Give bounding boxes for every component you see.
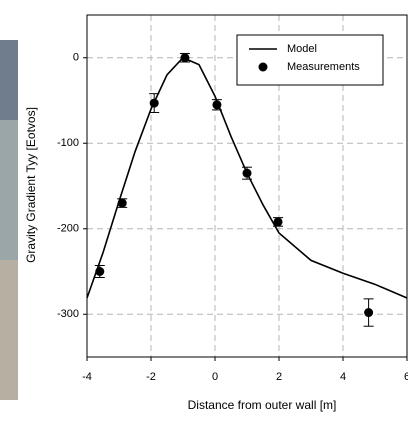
measurement-point bbox=[273, 217, 283, 227]
legend-label: Model bbox=[287, 43, 317, 55]
x-axis-label: Distance from outer wall [m] bbox=[188, 398, 337, 412]
model-line bbox=[86, 56, 408, 299]
x-tick-label: 4 bbox=[340, 371, 346, 383]
background-photo bbox=[0, 260, 18, 400]
measurement-point bbox=[212, 100, 222, 110]
legend-label: Measurements bbox=[287, 61, 360, 73]
measurement-point bbox=[95, 267, 105, 276]
y-tick-label: -200 bbox=[57, 223, 79, 235]
legend-marker bbox=[258, 62, 268, 72]
measurement-point bbox=[242, 168, 252, 178]
x-tick-label: 6 bbox=[404, 371, 408, 383]
y-axis-label: Gravity Gradient Tyy [Eotvos] bbox=[24, 107, 38, 263]
x-tick-label: -2 bbox=[146, 371, 156, 383]
measurement-point bbox=[117, 198, 127, 208]
x-tick-label: -4 bbox=[82, 371, 92, 383]
measurement-point bbox=[180, 53, 190, 63]
plot-frame bbox=[86, 14, 408, 358]
background-photo bbox=[0, 120, 18, 260]
y-tick-label: 0 bbox=[73, 52, 79, 64]
legend-box bbox=[236, 34, 384, 86]
y-tick-label: -100 bbox=[57, 137, 79, 149]
measurement-point bbox=[149, 98, 159, 108]
measurement-point bbox=[364, 308, 374, 318]
x-tick-label: 0 bbox=[212, 371, 218, 383]
y-tick-label: -300 bbox=[57, 308, 79, 320]
x-tick-label: 2 bbox=[276, 371, 282, 383]
